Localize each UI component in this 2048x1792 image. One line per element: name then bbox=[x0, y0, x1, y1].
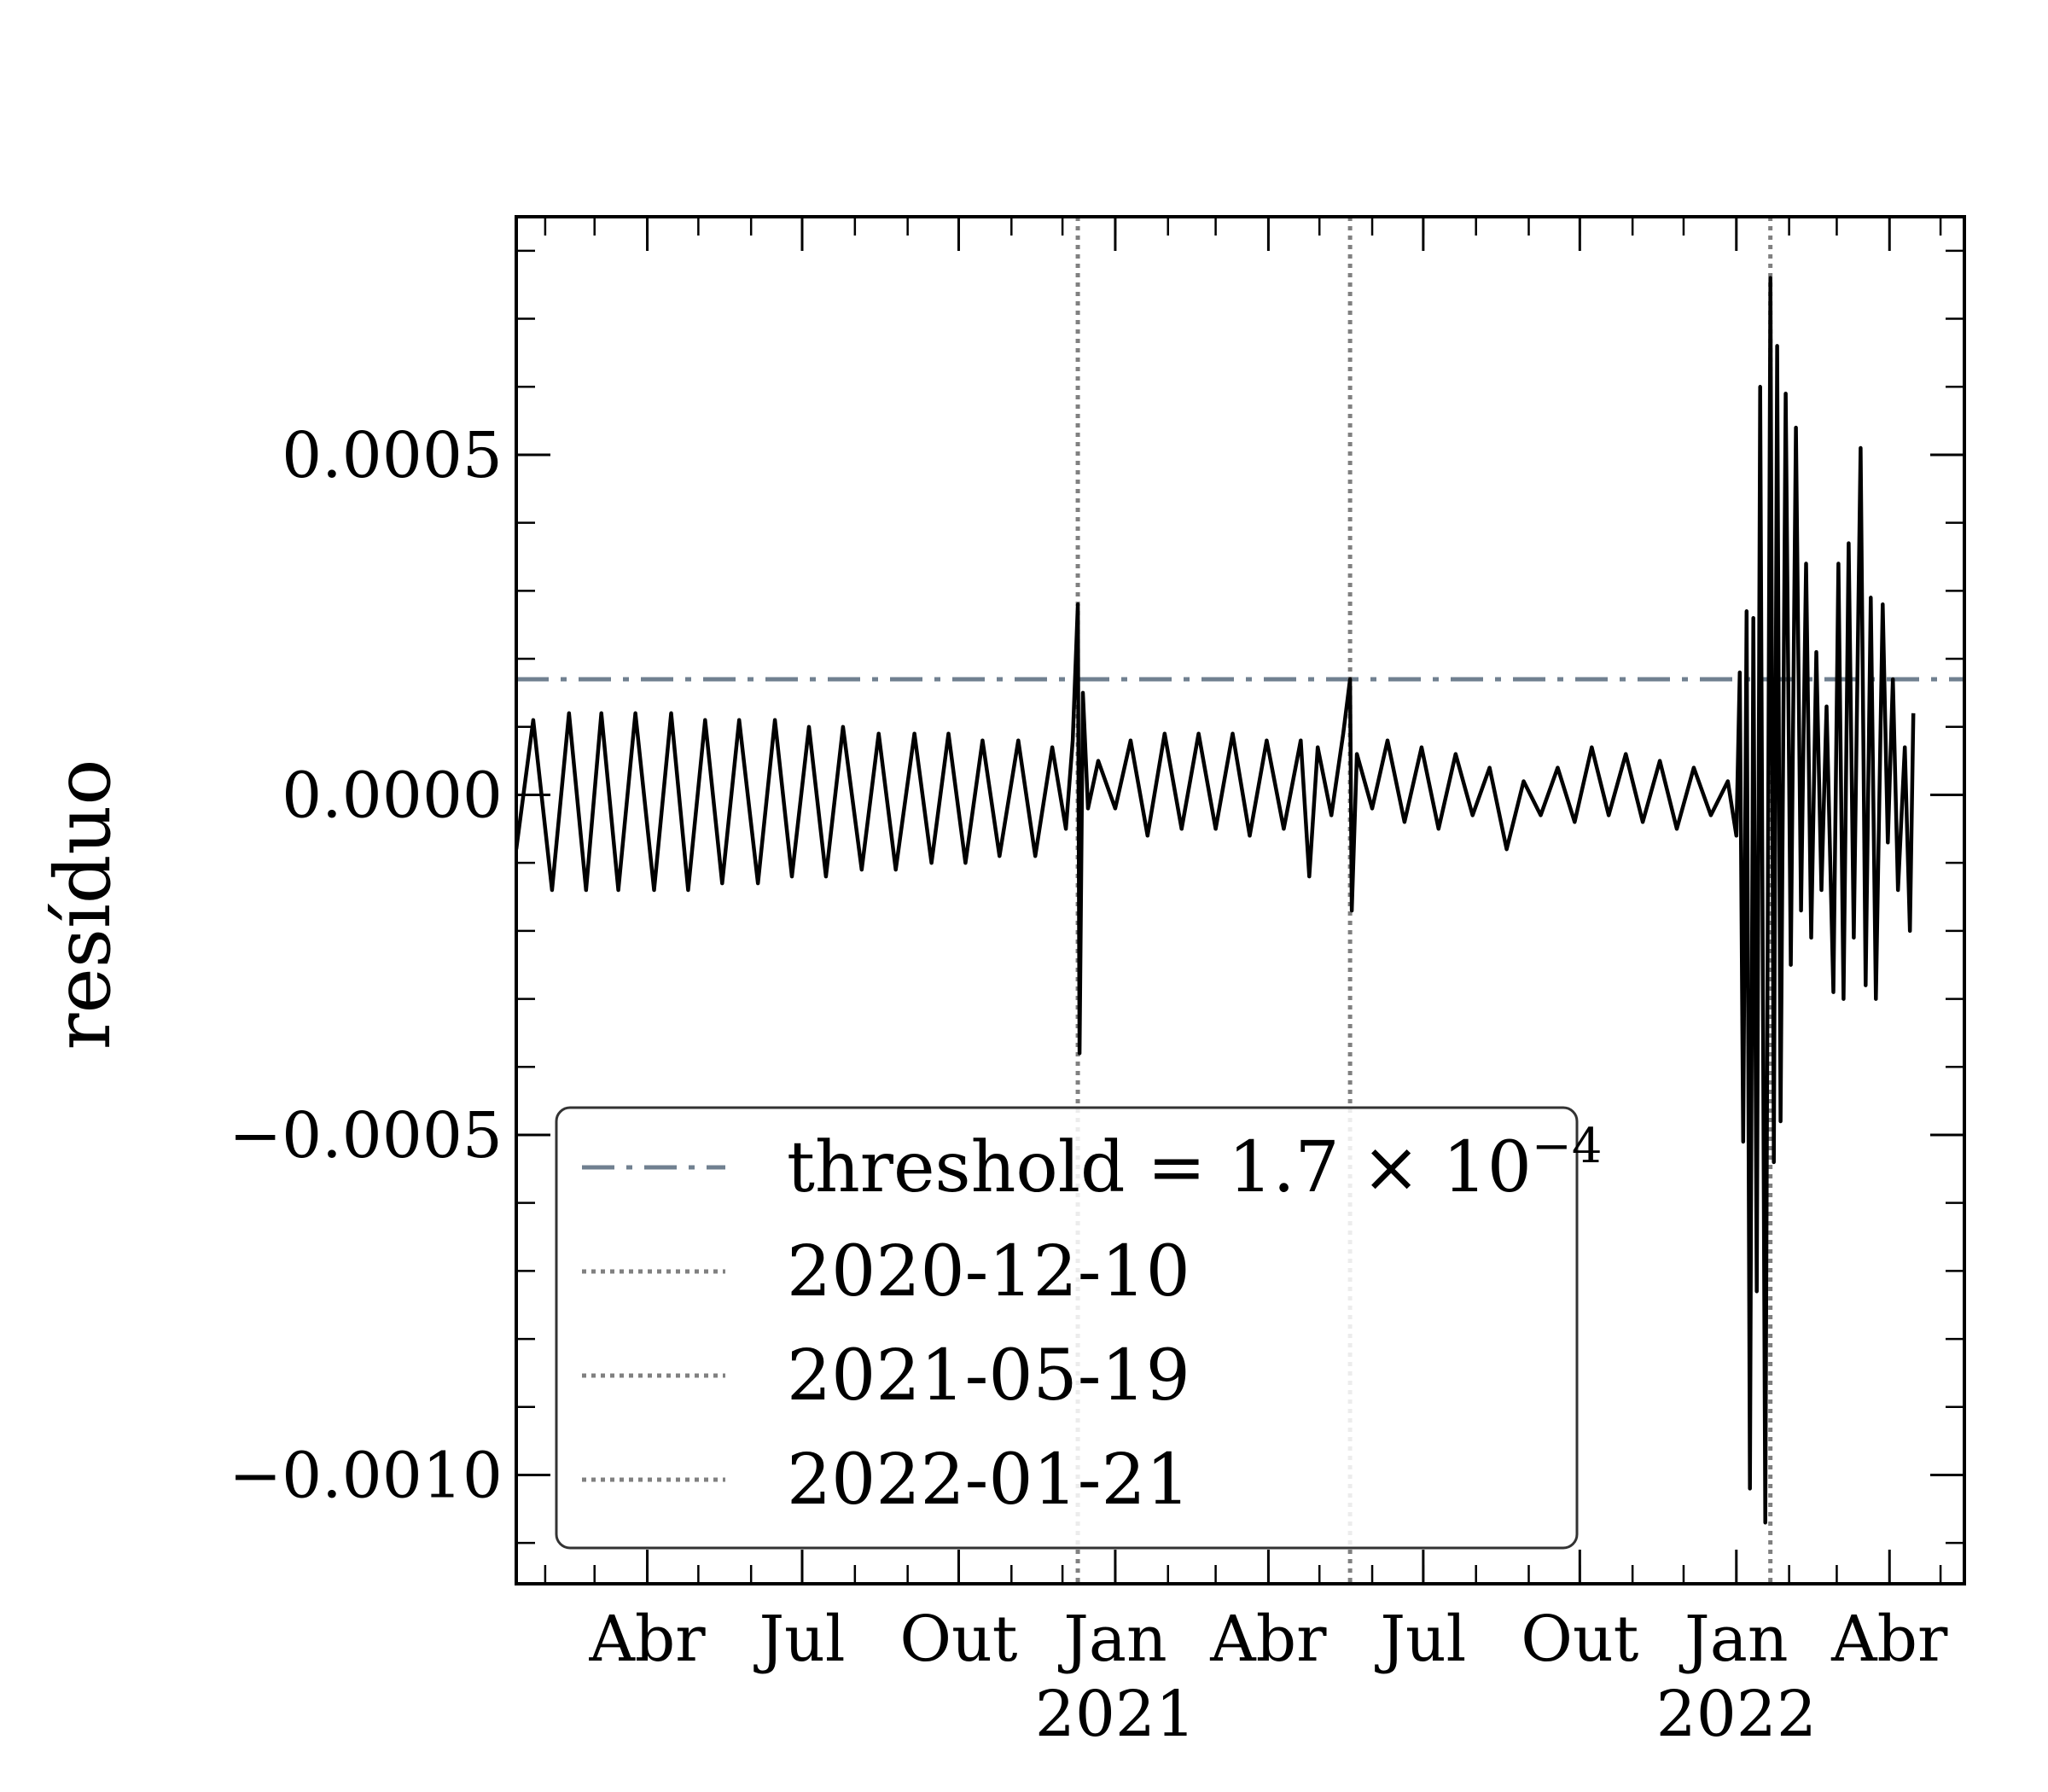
x-tick-label: Out bbox=[899, 1603, 1017, 1676]
y-tick-label: −0.0010 bbox=[229, 1439, 503, 1512]
legend-label-2022-01-21: 2022-01-21 bbox=[787, 1440, 1190, 1521]
y-tick-label: −0.0005 bbox=[229, 1099, 503, 1172]
x-tick-label: Jan bbox=[1679, 1603, 1788, 1676]
x-tick-label: Jul bbox=[1374, 1603, 1466, 1676]
x-tick-label: Abr bbox=[1209, 1603, 1327, 1676]
x-tick-label: Abr bbox=[588, 1603, 706, 1676]
x-year-label: 2022 bbox=[1656, 1678, 1817, 1751]
legend: threshold = 1.7 × 10−4 2020-12-10 2021-05-… bbox=[555, 1106, 1602, 1550]
y-axis-label: resíduo bbox=[38, 759, 128, 1050]
x-tick-label: Out bbox=[1521, 1603, 1638, 1676]
legend-label-2021-05-19: 2021-05-19 bbox=[787, 1335, 1190, 1417]
series-line bbox=[516, 276, 1916, 1525]
y-tick-label: 0.0000 bbox=[282, 759, 503, 832]
legend-threshold-exponent: −4 bbox=[1532, 1119, 1603, 1174]
plot-frame bbox=[515, 215, 1966, 1585]
x-tick-label: Jul bbox=[753, 1603, 846, 1676]
x-year-label: 2021 bbox=[1035, 1678, 1196, 1751]
y-tick-label: 0.0005 bbox=[282, 419, 503, 492]
x-tick-label: Abr bbox=[1830, 1603, 1948, 1676]
legend-box bbox=[555, 1106, 1579, 1550]
x-tick-label: Jan bbox=[1057, 1603, 1167, 1676]
legend-label-2020-12-10: 2020-12-10 bbox=[787, 1231, 1190, 1312]
legend-label-threshold: threshold = 1.7 × 10−4 bbox=[787, 1119, 1602, 1208]
